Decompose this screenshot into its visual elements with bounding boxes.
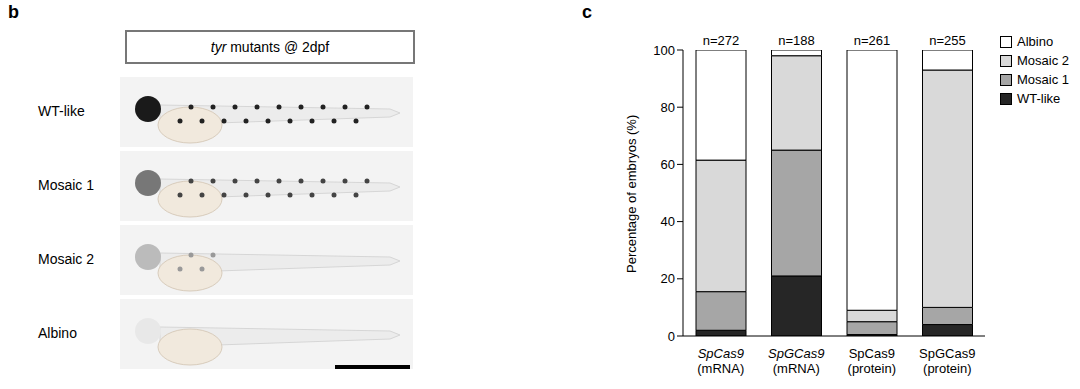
svg-text:40: 40 <box>661 214 675 229</box>
svg-text:SpCas9: SpCas9 <box>698 346 744 361</box>
svg-text:80: 80 <box>661 100 675 115</box>
svg-text:SpCas9: SpCas9 <box>849 346 895 361</box>
svg-text:100: 100 <box>653 43 675 58</box>
html-text:WT-like: WT-like <box>1017 91 1061 106</box>
svg-text:20: 20 <box>661 271 675 286</box>
html-text:Albino: Albino <box>38 325 77 341</box>
svg-text:n=188: n=188 <box>778 33 815 48</box>
html-text:Mosaic 2: Mosaic 2 <box>1017 53 1069 68</box>
svg-text:(mRNA): (mRNA) <box>773 361 820 376</box>
svg-text:(mRNA): (mRNA) <box>697 361 744 376</box>
svg-text:SpGCas9: SpGCas9 <box>768 346 824 361</box>
html-text:Mosaic 1: Mosaic 1 <box>1017 72 1069 87</box>
svg-text:n=261: n=261 <box>854 33 891 48</box>
svg-text:(protein): (protein) <box>923 361 971 376</box>
svg-text:SpGCas9: SpGCas9 <box>919 346 975 361</box>
svg-text:60: 60 <box>661 157 675 172</box>
svg-text:Percentage of embryos (%): Percentage of embryos (%) <box>624 115 639 273</box>
svg-text:n=255: n=255 <box>929 33 966 48</box>
svg-text:n=272: n=272 <box>703 33 740 48</box>
html-text:Mosaic 1: Mosaic 1 <box>38 177 94 193</box>
html-text:WT-like: WT-like <box>38 103 85 119</box>
html-text:Mosaic 2: Mosaic 2 <box>38 251 94 267</box>
html-text:tyr mutants @ 2dpf: tyr mutants @ 2dpf <box>210 39 330 55</box>
html-text:b: b <box>8 2 19 22</box>
html-text:Albino: Albino <box>1017 34 1054 49</box>
html-text:c: c <box>582 2 592 22</box>
svg-text:0: 0 <box>668 329 675 344</box>
svg-text:(protein): (protein) <box>848 361 896 376</box>
